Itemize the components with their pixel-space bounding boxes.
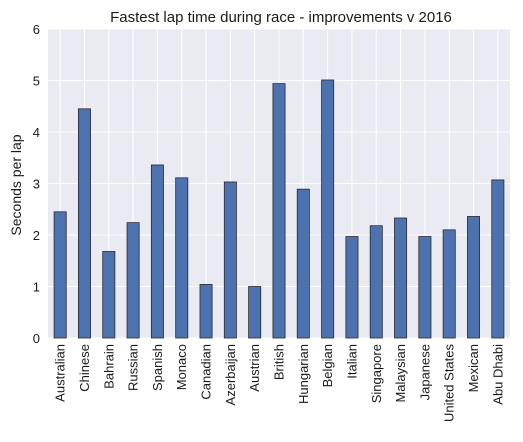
x-tick-label: Italian (344, 344, 359, 379)
y-tick-label: 3 (33, 177, 40, 192)
x-tick-label: Belgian (320, 344, 335, 387)
bar-austrian (248, 286, 262, 339)
x-tick-label: British (272, 344, 287, 380)
bar-australian (53, 211, 67, 339)
y-tick-label: 6 (33, 22, 40, 37)
bar-abu-dhabi (491, 179, 505, 339)
x-tick-label: Hungarian (296, 344, 311, 404)
y-tick-label: 0 (33, 331, 40, 346)
bar-canadian (199, 284, 213, 339)
y-tick-label: 4 (33, 125, 40, 140)
x-tick-label: Bahrain (101, 344, 116, 389)
bar-belgian (321, 79, 335, 339)
x-tick-label: Mexican (466, 344, 481, 392)
x-tick-label: Abu Dhabi (490, 344, 505, 405)
bar-chinese (77, 108, 91, 339)
x-tick-label: Chinese (77, 344, 92, 392)
bar-russian (126, 222, 140, 339)
bar-japanese (418, 236, 432, 339)
bar-malaysian (394, 217, 408, 339)
bar-hungarian (296, 188, 310, 339)
y-axis-label: Seconds per lap (8, 134, 24, 235)
bars (53, 79, 505, 339)
x-tick-label: Azerbaijan (223, 344, 238, 405)
bar-singapore (369, 225, 383, 339)
chart-title: Fastest lap time during race - improveme… (110, 9, 452, 26)
x-tick-label: Japanese (417, 344, 432, 400)
x-tick-label: Spanish (150, 344, 165, 391)
y-axis-ticks: 0 1 2 3 4 5 6 (33, 22, 40, 346)
y-tick-label: 1 (33, 280, 40, 295)
bar-italian (345, 236, 359, 339)
x-tick-label: Singapore (369, 344, 384, 403)
bar-british (272, 83, 286, 339)
bar-spanish (150, 164, 164, 339)
x-tick-label: Austrian (247, 344, 262, 392)
x-tick-label: United States (442, 344, 457, 423)
x-tick-label: Canadian (199, 344, 214, 400)
x-tick-label: Russian (126, 344, 141, 391)
bar-mexican (467, 216, 481, 339)
bar-monaco (175, 177, 189, 339)
bar-united-states (442, 229, 456, 339)
x-tick-label: Malaysian (393, 344, 408, 403)
x-tick-label: Monaco (174, 344, 189, 390)
y-tick-label: 5 (33, 74, 40, 89)
x-tick-label: Australian (53, 344, 68, 402)
bar-bahrain (102, 251, 116, 339)
bar-azerbaijan (223, 181, 237, 339)
x-axis-ticks: Australian Chinese Bahrain Russian Spanish Mo… (53, 344, 506, 423)
y-tick-label: 2 (33, 228, 40, 243)
